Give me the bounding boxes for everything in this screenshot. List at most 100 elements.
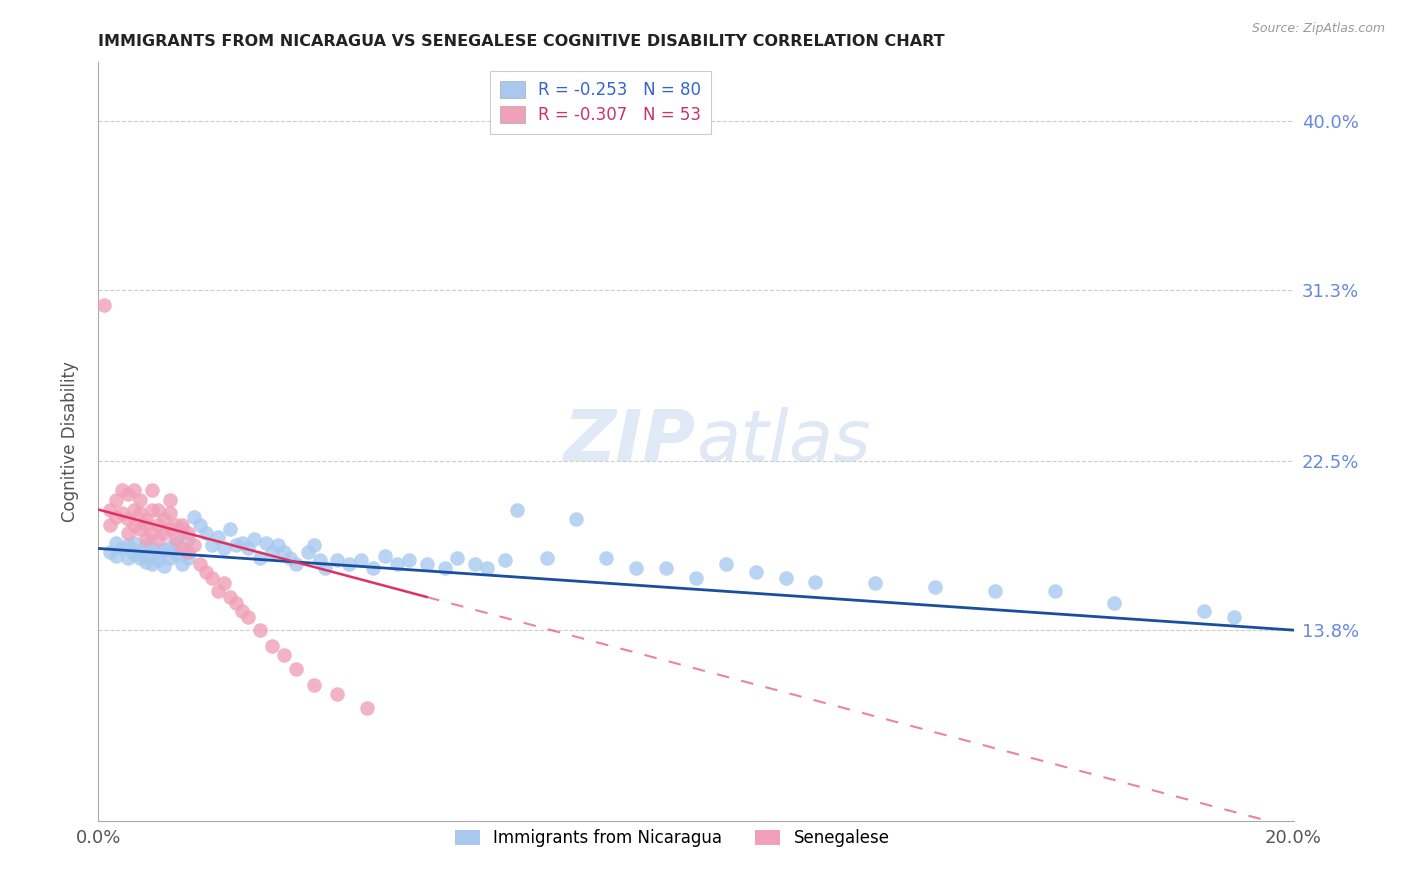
Point <box>153 512 176 526</box>
Point <box>201 571 224 585</box>
Point <box>129 551 152 566</box>
Point <box>595 551 617 566</box>
Point <box>117 551 139 566</box>
Point <box>278 551 301 566</box>
Point <box>124 535 146 549</box>
Point <box>141 541 163 556</box>
Point <box>124 502 146 516</box>
Point <box>177 551 200 566</box>
Point <box>159 551 181 566</box>
Point <box>297 545 319 559</box>
Point <box>494 553 516 567</box>
Point <box>1223 609 1246 624</box>
Point <box>1192 604 1215 618</box>
Point <box>231 604 253 618</box>
Point <box>745 565 768 579</box>
Point <box>153 525 176 540</box>
Point <box>117 525 139 540</box>
Point <box>1104 596 1126 610</box>
Point <box>775 571 797 585</box>
Point <box>315 561 337 575</box>
Point <box>446 551 468 566</box>
Point <box>267 538 290 552</box>
Point <box>148 532 170 546</box>
Point <box>129 507 152 521</box>
Point <box>159 522 181 536</box>
Point <box>153 558 176 573</box>
Point <box>172 518 194 533</box>
Point <box>685 571 707 585</box>
Point <box>148 502 170 516</box>
Point <box>273 545 295 559</box>
Point <box>159 492 181 507</box>
Point <box>177 545 200 559</box>
Point <box>148 518 170 533</box>
Point <box>195 565 218 579</box>
Legend: Immigrants from Nicaragua, Senegalese: Immigrants from Nicaragua, Senegalese <box>449 822 896 854</box>
Point <box>254 535 277 549</box>
Point <box>124 547 146 561</box>
Point <box>207 530 229 544</box>
Point <box>385 557 409 571</box>
Point <box>141 557 163 571</box>
Point <box>416 557 439 571</box>
Point <box>165 535 187 549</box>
Point <box>865 576 887 591</box>
Y-axis label: Cognitive Disability: Cognitive Disability <box>60 361 79 522</box>
Point <box>506 502 529 516</box>
Point <box>177 532 200 546</box>
Point <box>105 549 128 564</box>
Point <box>212 541 235 556</box>
Point <box>111 483 134 497</box>
Point <box>243 532 266 546</box>
Point <box>111 507 134 521</box>
Point <box>148 545 170 559</box>
Point <box>135 538 157 552</box>
Point <box>141 525 163 540</box>
Point <box>98 502 122 516</box>
Point <box>129 492 152 507</box>
Point <box>249 551 271 566</box>
Point <box>363 561 385 575</box>
Point <box>124 518 146 533</box>
Point <box>212 576 235 591</box>
Point <box>475 561 498 575</box>
Point <box>225 596 247 610</box>
Text: ZIP: ZIP <box>564 407 696 476</box>
Point <box>284 662 307 676</box>
Point <box>207 584 229 599</box>
Text: atlas: atlas <box>696 407 870 476</box>
Point <box>339 557 361 571</box>
Point <box>165 518 187 533</box>
Point <box>219 522 242 536</box>
Point <box>984 584 1007 599</box>
Point <box>302 538 325 552</box>
Point <box>626 561 648 575</box>
Point <box>129 522 152 536</box>
Point <box>117 512 139 526</box>
Point <box>188 518 211 533</box>
Text: Source: ZipAtlas.com: Source: ZipAtlas.com <box>1251 22 1385 36</box>
Point <box>135 518 157 533</box>
Point <box>105 492 128 507</box>
Point <box>165 547 187 561</box>
Point <box>284 557 307 571</box>
Point <box>98 545 122 559</box>
Point <box>434 561 457 575</box>
Point <box>1043 584 1066 599</box>
Point <box>350 553 373 567</box>
Point <box>183 510 205 524</box>
Point <box>260 545 283 559</box>
Point <box>129 543 152 558</box>
Point <box>135 555 157 569</box>
Point <box>308 553 330 567</box>
Point <box>924 580 946 594</box>
Point <box>565 512 588 526</box>
Point <box>655 561 678 575</box>
Point <box>236 541 259 556</box>
Point <box>135 532 157 546</box>
Point <box>398 553 420 567</box>
Point <box>98 518 122 533</box>
Point <box>153 543 176 558</box>
Point <box>201 538 224 552</box>
